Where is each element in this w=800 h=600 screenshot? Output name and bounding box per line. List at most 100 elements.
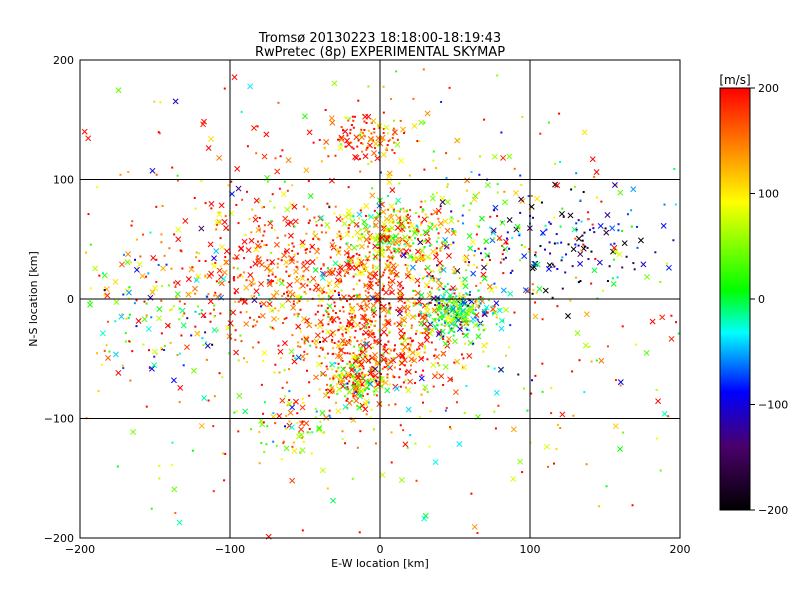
data-point-dot [402,248,405,251]
data-point-dot [422,68,425,71]
data-point-cross [314,248,321,255]
data-point-dot [532,289,535,292]
data-point-cross [474,302,481,309]
data-point-dot [373,356,376,359]
data-point-dot [429,314,432,317]
y-tick-label: 0 [67,293,74,306]
data-point-dot [396,138,399,141]
data-point-dot [361,142,364,145]
data-point-cross [491,153,498,160]
data-point-cross [421,515,428,522]
data-point-dot [352,384,355,387]
data-point-dot [440,268,443,271]
data-point-cross [337,353,344,360]
data-point-dot [368,225,371,228]
data-point-cross [400,126,406,133]
data-point-cross [472,193,479,200]
data-point-dot [175,296,178,299]
data-point-cross [370,302,377,309]
data-point-dot [421,210,424,213]
data-point-dot [160,233,163,236]
data-point-cross [402,343,409,350]
data-point-dot [373,237,376,240]
data-point-dot [259,302,262,305]
data-point-dot [296,421,299,424]
data-point-dot [344,145,347,148]
data-point-dot [535,291,538,294]
data-point-dot [321,330,324,333]
data-point-cross [294,277,301,284]
data-point-dot [403,364,406,367]
data-point-dot [360,131,363,134]
data-point-dot [352,215,355,218]
data-point-dot [448,295,451,298]
data-point-cross [349,264,355,271]
data-point-dot [339,246,342,249]
data-point-cross [126,289,132,296]
data-point-dot [295,275,298,278]
data-point-dot [457,220,460,223]
data-point-dot [346,382,349,385]
data-point-cross [247,272,254,279]
data-point-cross [353,154,360,161]
data-point-cross [112,278,119,285]
data-point-dot [213,315,216,318]
data-point-dot [329,318,332,321]
data-point-dot [404,263,407,266]
data-point-dot [375,243,378,246]
data-point-dot [393,128,396,131]
data-point-dot [225,262,228,265]
data-point-dot [359,328,362,331]
data-point-dot [347,252,350,255]
data-point-dot [436,240,439,243]
data-point-cross [451,268,458,275]
data-point-dot [326,307,329,310]
data-point-dot [468,329,471,332]
data-point-dot [593,175,596,178]
data-point-dot [346,300,349,303]
data-point-dot [464,316,467,319]
colorbar-tick-label: 100 [758,188,779,201]
data-point-dot [288,390,291,393]
data-point-dot [371,266,374,269]
data-point-cross [367,380,374,387]
data-point-cross [510,475,517,482]
data-point-dot [344,269,347,272]
data-point-dot [174,285,177,288]
data-point-dot [478,297,481,300]
data-point-dot [382,352,385,355]
data-point-dot [209,312,212,315]
data-point-dot [366,259,369,262]
data-point-dot [281,295,284,298]
data-point-dot [368,383,371,386]
data-point-dot [253,318,256,321]
data-point-dot [386,259,389,262]
data-point-dot [424,268,427,271]
data-point-dot [342,339,345,342]
data-point-dot [288,399,291,402]
data-point-dot [89,243,92,246]
data-point-cross [415,351,422,358]
data-point-cross [260,300,267,307]
data-point-dot [518,226,521,229]
data-point-cross [488,287,495,294]
data-point-dot [389,281,392,284]
data-point-cross [338,134,345,141]
data-point-dot [663,203,666,206]
data-point-dot [511,236,514,239]
data-point-dot [358,321,361,324]
data-point-dot [331,368,334,371]
data-point-dot [356,294,359,297]
data-point-cross [150,254,157,261]
data-point-dot [385,235,388,238]
data-point-dot [265,443,268,446]
data-point-dot [350,327,353,330]
data-point-dot [595,359,598,362]
data-point-dot [351,146,354,149]
data-point-dot [256,320,259,323]
data-point-dot [370,273,373,276]
data-point-dot [258,462,261,465]
data-point-dot [441,299,444,302]
data-point-cross [480,271,487,278]
